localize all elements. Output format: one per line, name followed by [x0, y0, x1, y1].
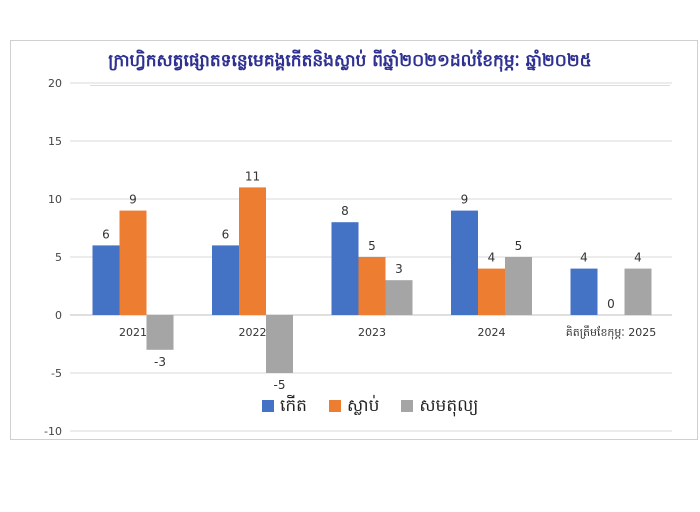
chart-title: ក្រាហ្វិកសត្វផ្សោតទន្លេមេគង្គកើតនិងស្លាប…	[108, 51, 592, 71]
data-label: -5	[274, 378, 286, 392]
data-label: 6	[102, 227, 110, 241]
data-label: 5	[368, 239, 376, 253]
y-tick-label: 10	[48, 193, 62, 206]
data-label: 0	[607, 297, 615, 311]
data-label: 4	[488, 251, 496, 265]
chart-frame	[10, 40, 698, 440]
legend-label: ស្លាប់	[346, 396, 380, 416]
x-tick-label: 2022	[239, 326, 267, 339]
legend-label: កើត	[280, 396, 307, 416]
bar	[212, 245, 239, 315]
x-tick-label: 2021	[119, 326, 147, 339]
bar	[478, 268, 505, 315]
data-label: 9	[461, 193, 469, 207]
y-tick-label: 5	[55, 251, 62, 264]
title-divider	[90, 85, 670, 86]
bar	[119, 210, 147, 315]
legend-item: សមតុល្យ	[401, 395, 478, 420]
data-label: 5	[515, 239, 523, 253]
y-tick-label: 0	[55, 309, 62, 322]
bar	[331, 222, 359, 315]
legend-item: កើត	[262, 395, 307, 420]
x-tick-label: គិតត្រឹមខែកុម្ភៈ 2025	[566, 325, 657, 340]
bar	[570, 268, 598, 315]
y-tick-label: 20	[48, 77, 62, 90]
y-tick-label: -5	[51, 367, 62, 380]
legend-swatch	[262, 400, 274, 412]
bar	[385, 280, 413, 315]
data-label: 11	[245, 169, 260, 183]
data-label: 4	[634, 251, 642, 265]
data-label: 4	[580, 251, 588, 265]
bar	[505, 257, 532, 315]
data-label: 6	[222, 227, 230, 241]
bar	[146, 315, 174, 350]
y-tick-label: 15	[48, 135, 62, 148]
y-tick-label: -10	[44, 425, 62, 438]
bar	[358, 257, 386, 315]
x-tick-label: 2024	[478, 326, 506, 339]
legend-item: ស្លាប់	[328, 395, 380, 420]
bar	[239, 187, 266, 315]
bar	[92, 245, 120, 315]
bar	[451, 210, 478, 315]
bar	[266, 315, 293, 373]
data-label: -3	[154, 355, 166, 369]
x-tick-label: 2023	[358, 326, 386, 339]
data-label: 3	[395, 262, 403, 276]
legend-swatch	[401, 400, 414, 412]
legend-swatch	[328, 400, 341, 412]
legend-label: សមតុល្យ	[419, 396, 479, 416]
legend: កើត ស្លាប់ សមតុល្យ	[262, 395, 478, 420]
data-label: 9	[129, 193, 137, 207]
data-label: 8	[341, 204, 349, 218]
bar	[624, 268, 652, 315]
